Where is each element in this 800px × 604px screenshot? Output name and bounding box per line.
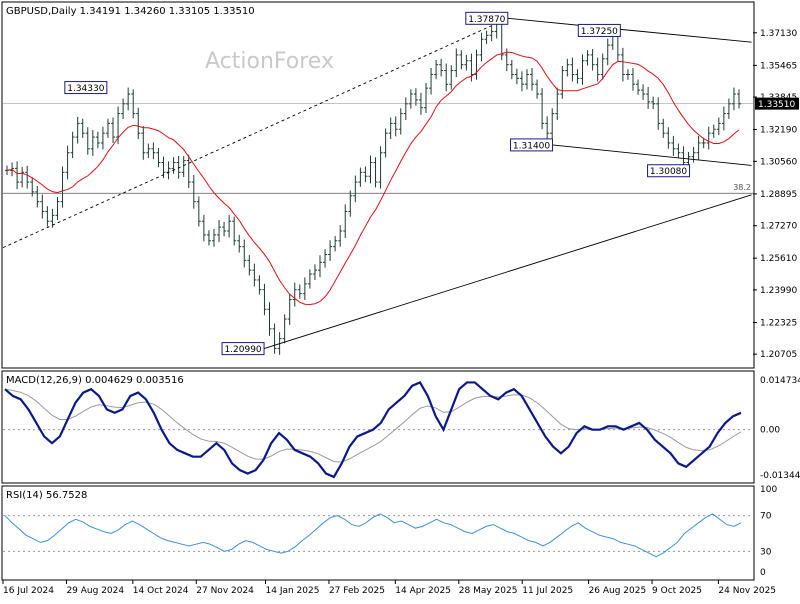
x-tick-label: 9 Oct 2025 <box>652 586 702 596</box>
rsi-title: RSI(14) 56.7528 <box>6 490 87 501</box>
price-bars <box>5 12 741 355</box>
macd-tick-label: 0.00 <box>760 426 780 436</box>
rsi-line <box>4 513 742 558</box>
price-annotation-label: 1.31400 <box>513 141 550 151</box>
price-annotation-box <box>221 342 265 356</box>
price-annotation-label: 1.30080 <box>650 167 687 177</box>
price-annotation-label: 1.34330 <box>67 84 104 94</box>
price-annotation: 1.30080 <box>647 164 691 178</box>
price-layer: 38.2 1.34330 1.20990 1.37870 1.37250 1.31400 1… <box>2 11 753 356</box>
price-annotation-label: 1.37870 <box>468 15 505 25</box>
x-tick-label: 26 Aug 2025 <box>589 586 647 596</box>
upper-channel-line <box>507 17 752 43</box>
price-annotation-box <box>64 81 108 95</box>
price-tick-label: 1.32190 <box>760 125 797 135</box>
price-annotation-box <box>510 138 554 152</box>
watermark: ActionForex <box>205 49 334 74</box>
axis-layer: 1.371301.354651.338451.321901.305601.288… <box>2 29 800 596</box>
macd-line <box>4 381 742 479</box>
x-tick-label: 28 May 2025 <box>459 586 518 596</box>
rsi-tick-label: 70 <box>760 512 772 522</box>
price-tick-label: 1.37130 <box>760 29 797 39</box>
x-tick-label: 14 Oct 2024 <box>133 586 189 596</box>
x-tick-label: 24 Nov 2025 <box>718 586 776 596</box>
rsi-tick-label: 30 <box>760 547 772 557</box>
price-annotation-box <box>577 23 621 37</box>
price-tick-label: 1.28895 <box>760 190 797 200</box>
rising-support-line <box>263 194 752 350</box>
rsi-tick-label: 100 <box>760 485 777 495</box>
fib-level-label: 38.2 <box>733 183 751 192</box>
price-annotation-label: 1.37250 <box>581 27 618 37</box>
x-tick-label: 16 Jul 2024 <box>3 586 54 596</box>
rsi-panel-frame <box>1 485 755 581</box>
macd-tick-label: 0.014734 <box>760 376 800 386</box>
price-annotation: 1.31400 <box>510 138 554 152</box>
price-annotation: 1.37250 <box>577 23 621 37</box>
price-annotation-label: 1.20990 <box>224 345 261 355</box>
price-panel-frame <box>1 1 755 369</box>
x-tick-label: 14 Apr 2025 <box>395 586 451 596</box>
macd-panel-frame <box>1 370 755 484</box>
x-tick-label: 29 Aug 2024 <box>66 586 124 596</box>
x-tick-label: 27 Feb 2025 <box>329 586 385 596</box>
price-annotation-box <box>465 11 509 25</box>
price-annotation: 1.20990 <box>221 342 265 356</box>
price-tick-label: 1.30560 <box>760 157 797 167</box>
price-annotation: 1.34330 <box>64 81 108 95</box>
upper-dashed-trend-line <box>2 17 508 249</box>
current-price-tag <box>755 97 799 110</box>
lower-channel-line <box>552 144 752 166</box>
price-tick-label: 1.20705 <box>760 350 797 360</box>
price-tick-label: 1.25610 <box>760 254 797 264</box>
rsi-layer <box>3 513 753 558</box>
price-tick-label: 1.22325 <box>760 318 797 328</box>
x-tick-label: 14 Jan 2025 <box>266 586 320 596</box>
macd-title: MACD(12,26,9) 0.004629 0.003516 <box>6 375 184 386</box>
macd-layer <box>3 381 753 479</box>
price-tick-label: 1.27270 <box>760 222 797 232</box>
price-annotation-box <box>647 164 691 178</box>
x-tick-label: 11 Jul 2025 <box>522 586 573 596</box>
moving-average-line <box>6 51 740 306</box>
current-price-label: 1.33510 <box>758 100 795 110</box>
x-tick-label: 27 Nov 2024 <box>196 586 254 596</box>
price-tick-label: 1.35465 <box>760 61 797 71</box>
rsi-tick-label: 0 <box>760 568 766 578</box>
price-annotation: 1.37870 <box>465 11 509 25</box>
macd-tick-label: -0.013442 <box>760 471 800 481</box>
symbol-header: GBPUSD,Daily 1.34191 1.34260 1.33105 1.3… <box>6 6 255 17</box>
price-tick-label: 1.23990 <box>760 286 797 296</box>
